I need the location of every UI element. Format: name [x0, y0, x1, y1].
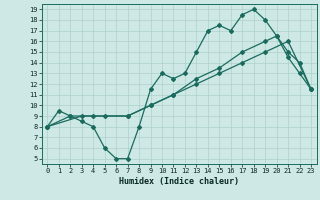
X-axis label: Humidex (Indice chaleur): Humidex (Indice chaleur) [119, 177, 239, 186]
